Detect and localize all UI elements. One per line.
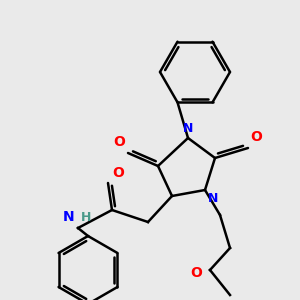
Text: N: N: [62, 210, 74, 224]
Text: O: O: [112, 166, 124, 180]
Text: H: H: [81, 211, 92, 224]
Text: N: N: [183, 122, 193, 135]
Text: O: O: [250, 130, 262, 144]
Text: O: O: [113, 135, 125, 149]
Text: N: N: [208, 192, 218, 205]
Text: O: O: [190, 266, 202, 280]
